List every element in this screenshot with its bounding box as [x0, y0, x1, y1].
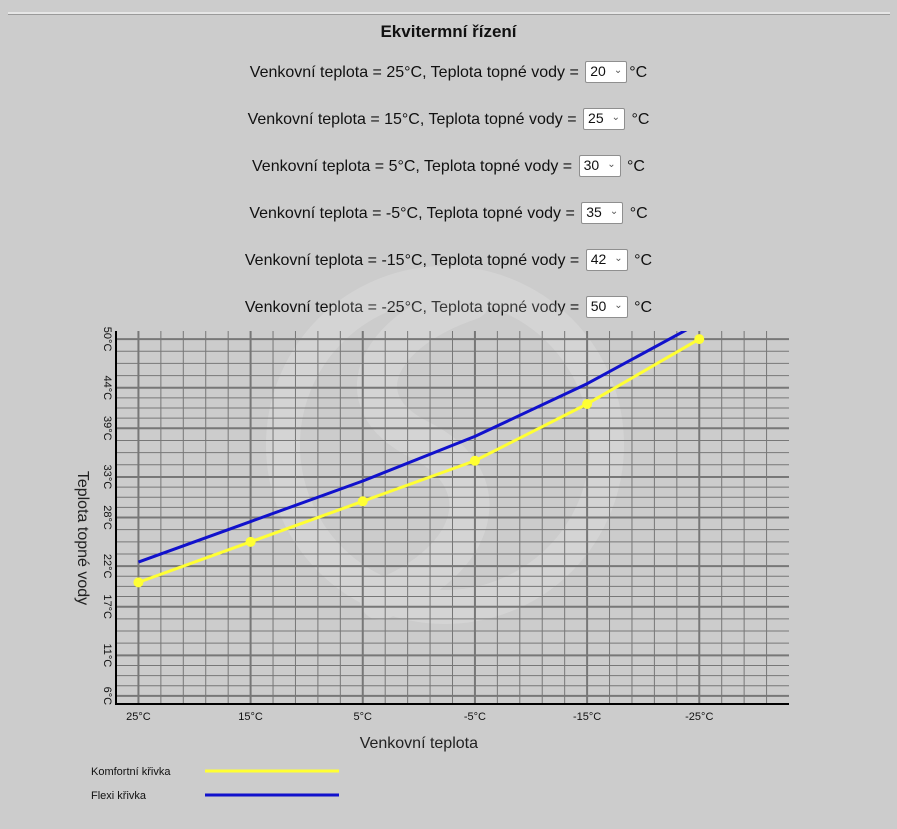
y-tick-label: 6°C [101, 687, 113, 706]
select-value: 42 [590, 251, 607, 267]
watermark-logo [266, 266, 624, 624]
unit-label: °C [634, 299, 653, 316]
chart-labels: 25°C 15°C 5°C -5°C -15°C -25°C 6°C 11°C 17°C 22°C… [74, 327, 713, 752]
chart-series [133, 331, 705, 588]
setting-row-minus15: Venkovní teplota = -15°C, Teplota topné … [0, 249, 897, 272]
y-tick-label: 33°C [101, 465, 113, 490]
chart-grid [116, 331, 789, 704]
y-tick-label: 39°C [101, 416, 113, 441]
x-tick-label: 25°C [126, 711, 151, 723]
chevron-down-icon: ⌄ [614, 300, 623, 311]
unit-label: °C [629, 205, 648, 222]
chart-legend: Komfortní křivka Flexi křivka [91, 766, 339, 802]
setting-label: Venkovní teplota = 15°C, Teplota topné v… [247, 111, 577, 128]
data-point-komfort [357, 496, 368, 507]
series-line-komfort [137, 337, 701, 584]
data-point-komfort [469, 455, 480, 466]
chevron-down-icon: ⌄ [607, 159, 616, 170]
legend-label: Flexi křivka [91, 790, 147, 802]
unit-label: °C [629, 64, 648, 81]
water-temp-select-minus25[interactable]: 50 ⌄ [585, 296, 628, 318]
y-tick-label: 11°C [101, 643, 113, 667]
data-point-komfort [582, 398, 593, 409]
data-point-komfort [133, 577, 144, 588]
setting-row-5: Venkovní teplota = 5°C, Teplota topné vo… [0, 155, 897, 178]
x-tick-label: -5°C [464, 711, 486, 723]
setting-label: Venkovní teplota = 5°C, Teplota topné vo… [252, 158, 573, 175]
page-title: Ekvitermní řízení [380, 22, 517, 41]
water-temp-select-minus5[interactable]: 35 ⌄ [581, 202, 624, 224]
select-value: 35 [586, 204, 602, 220]
y-tick-label: 28°C [101, 505, 113, 530]
data-point-komfort [245, 536, 256, 547]
x-tick-label: 5°C [354, 711, 373, 723]
data-point-komfort [694, 334, 705, 345]
select-value: 50 [590, 298, 607, 314]
select-value: 30 [583, 157, 600, 173]
chevron-down-icon: ⌄ [611, 112, 621, 123]
setting-row-minus25: Venkovní teplota = -25°C, Teplota topné … [0, 296, 897, 319]
x-tick-label: -15°C [573, 711, 601, 723]
water-temp-select-15[interactable]: 25 ⌄ [583, 108, 626, 130]
series-line-flexi [137, 331, 688, 564]
chevron-down-icon: ⌄ [613, 65, 623, 76]
select-value: 25 [588, 110, 604, 126]
y-tick-label: 17°C [101, 594, 113, 619]
setting-row-25: Venkovní teplota = 25°C, Teplota topné v… [0, 61, 897, 84]
legend-label: Komfortní křivka [91, 766, 171, 778]
y-tick-label: 50°C [101, 327, 113, 352]
y-tick-label: 44°C [101, 375, 113, 400]
chart-axes [115, 331, 789, 705]
setting-label: Venkovní teplota = 25°C, Teplota topné v… [249, 64, 579, 81]
setting-label: Venkovní teplota = -15°C, Teplota topné … [244, 252, 580, 269]
water-temp-select-25[interactable]: 20 ⌄ [585, 61, 628, 83]
select-value: 20 [590, 63, 606, 79]
setting-label: Venkovní teplota = -25°C, Teplota topné … [244, 299, 580, 316]
setting-label: Venkovní teplota = -5°C, Teplota topné v… [249, 205, 575, 222]
chevron-down-icon: ⌄ [609, 206, 619, 217]
water-temp-select-5[interactable]: 30 ⌄ [578, 155, 621, 177]
unit-label: °C [634, 252, 653, 269]
x-tick-label: -25°C [685, 711, 713, 723]
y-axis-title: Teplota topné vody [74, 471, 91, 605]
chevron-down-icon: ⌄ [614, 253, 623, 264]
unit-label: °C [627, 158, 645, 175]
top-divider [8, 12, 890, 15]
water-temp-select-minus15[interactable]: 42 ⌄ [585, 249, 628, 271]
setting-row-15: Venkovní teplota = 15°C, Teplota topné v… [0, 108, 897, 131]
y-tick-label: 22°C [101, 554, 113, 579]
x-axis-title: Venkovní teplota [360, 735, 478, 752]
unit-label: °C [631, 111, 650, 128]
setting-row-minus5: Venkovní teplota = -5°C, Teplota topné v… [0, 202, 897, 225]
x-tick-label: 15°C [238, 711, 263, 723]
